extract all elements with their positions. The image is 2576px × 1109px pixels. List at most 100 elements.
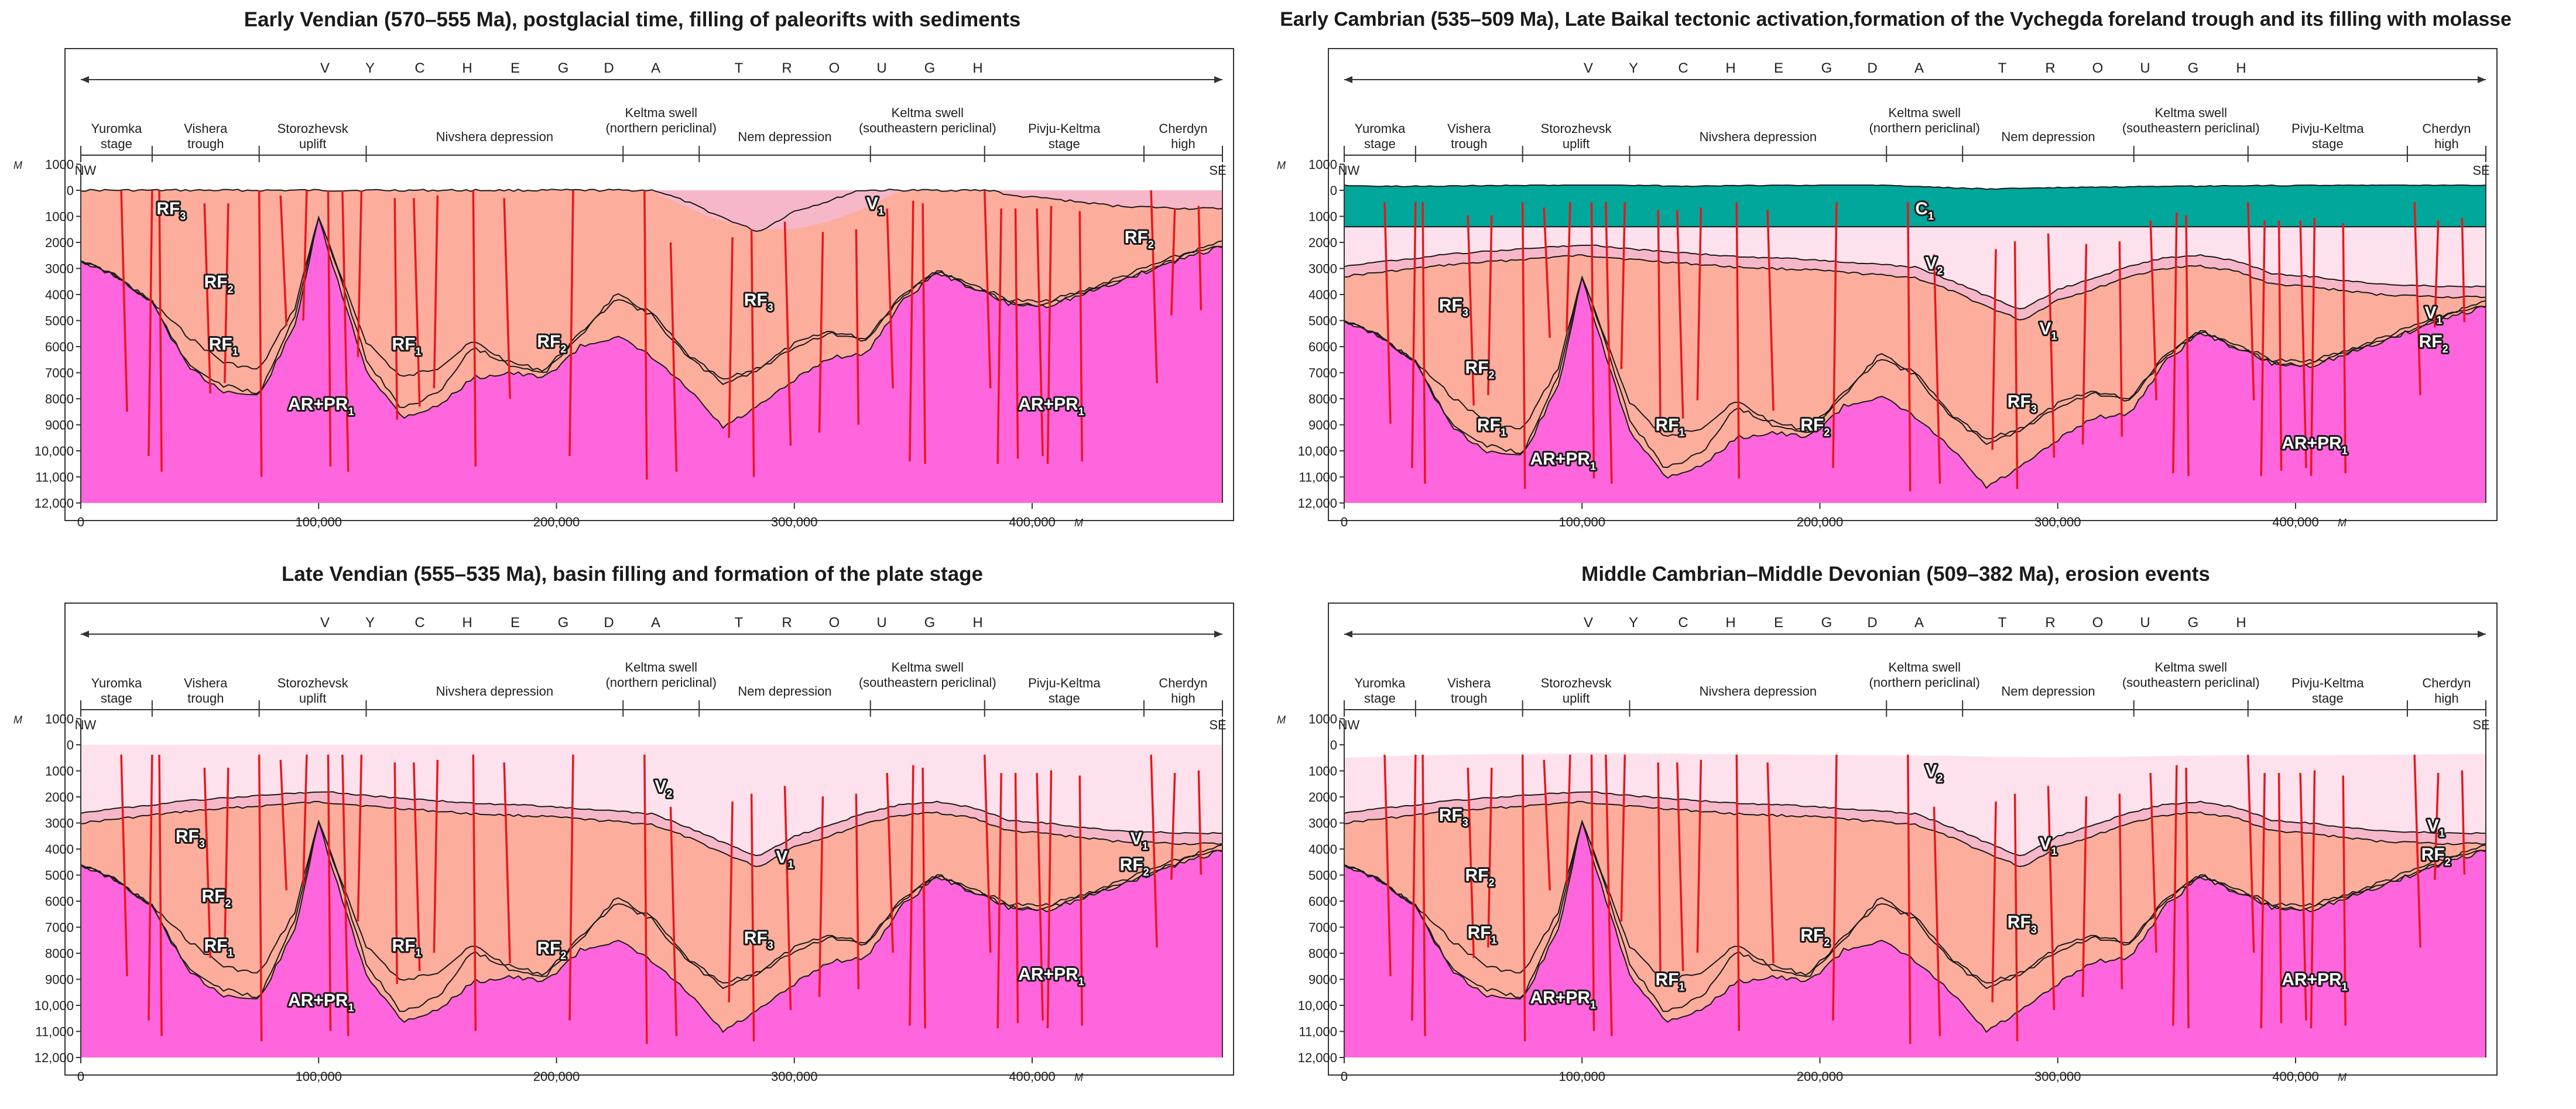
fault-line: [922, 203, 926, 464]
x-tick-label: 300,000: [771, 515, 818, 529]
nw-label: NW: [1338, 717, 1360, 732]
trough-letter: G: [924, 60, 936, 76]
section-graphic: 1000 0 1000 2000 3000 4000 5000 6000 7000 8000 900…: [13, 615, 1227, 1084]
v1-layer: [81, 190, 1222, 231]
structure-name-line2: (northern periclinal): [1869, 675, 1980, 690]
structure-name: Keltma swell: [2155, 660, 2227, 675]
fault-line: [1487, 215, 1493, 395]
rf3-top-line: [1344, 800, 2486, 867]
fault-line: [1383, 202, 1392, 424]
fault-line: [909, 765, 914, 1026]
trough-letter: O: [829, 60, 840, 76]
nw-label: NW: [1338, 163, 1360, 177]
unit-label-rf3: RF3: [156, 199, 186, 222]
depth-tick-label: 1000: [1308, 210, 1337, 224]
structure-name: Nem depression: [738, 684, 831, 699]
x-tick-label: 0: [1341, 1069, 1348, 1084]
fault-line: [1620, 202, 1626, 369]
fault-line: [158, 190, 163, 472]
fault-line: [1620, 754, 1626, 922]
fault-line: [1766, 762, 1775, 963]
unit-label-v2: V2: [1925, 762, 1943, 785]
fault-line: [1467, 215, 1475, 406]
depth-tick-label: 1000: [45, 158, 74, 172]
fault-line: [302, 754, 308, 885]
fault-line: [1933, 806, 1941, 1036]
trough-letter: H: [2236, 60, 2246, 76]
fault-line: [413, 762, 421, 971]
fault-line: [341, 190, 350, 472]
structure-name: Nem depression: [738, 129, 831, 144]
fault-line: [2310, 218, 2316, 476]
fault-line: [2434, 773, 2440, 880]
structure-name: Vishera: [184, 676, 228, 690]
trough-letter: E: [1774, 615, 1783, 631]
trough-letter: H: [972, 615, 982, 631]
trough-letter: U: [2140, 60, 2150, 76]
fault-line: [1832, 754, 1838, 1021]
depth-tick-label: 9000: [45, 418, 74, 433]
trough-arrow-right-head: [1214, 76, 1222, 83]
fault-line: [1036, 773, 1044, 1021]
v1-layer: [81, 792, 1222, 867]
fault-line: [433, 759, 439, 953]
rf2-top-line: [80, 215, 1223, 429]
panel-title: Early Vendian (570–555 Ma), postglacial …: [244, 8, 1021, 31]
structure-name-line2: trough: [187, 691, 224, 706]
cross-section: 1000 0 1000 2000 3000 4000 5000 6000 7000 8000 900…: [1277, 60, 2490, 529]
depth-tick-label: 1000: [1308, 158, 1337, 172]
depth-tick-label: 10,000: [35, 444, 74, 458]
trough-letter: C: [415, 60, 424, 76]
fault-line: [2277, 220, 2283, 471]
trough-letter: G: [2188, 60, 2199, 76]
fault-line: [783, 786, 792, 1011]
fault-line: [2247, 202, 2255, 401]
fault-line: [855, 793, 860, 990]
se-label: SE: [2472, 717, 2489, 732]
fault-line: [1411, 754, 1417, 1021]
structure-name: Keltma swell: [892, 660, 964, 675]
unit-label-v1: V1: [1131, 829, 1148, 852]
depth-tick-label: 5000: [1308, 868, 1337, 883]
trough-letter: D: [604, 615, 614, 631]
fault-line: [258, 190, 263, 477]
depth-tick-label: 10,000: [35, 998, 74, 1013]
fault-line: [1014, 773, 1019, 1024]
trough-letter: Y: [1629, 615, 1638, 631]
trough-arrow-left-head: [1344, 76, 1352, 83]
trough-letter: T: [735, 615, 744, 631]
panel-middle-cambrian-devonian: Middle Cambrian–Middle Devonian (509–382…: [1263, 554, 2528, 1109]
unit-label-rf1: RF1: [1656, 416, 1685, 439]
depth-tick-label: 0: [67, 183, 74, 198]
nw-label: NW: [75, 163, 97, 177]
structure-name: Storozhevsk: [278, 676, 349, 690]
unit-label-rf3: RF3: [744, 290, 773, 313]
fault-line: [2260, 773, 2266, 1029]
fault-line: [327, 754, 332, 1031]
section-graphic: 1000 0 1000 2000 3000 4000 5000 6000 7000 8000 900…: [13, 60, 1227, 529]
trough-letter: G: [558, 60, 569, 76]
trough-letter: U: [2140, 615, 2150, 631]
trough-arrow-left-head: [81, 631, 89, 638]
depth-tick-label: 0: [67, 738, 74, 752]
structure-name: Cherdyn: [1159, 121, 1207, 136]
fault-line: [728, 801, 734, 1002]
fault-line: [203, 203, 211, 394]
structure-name: Pivju-Keltma: [2291, 676, 2364, 690]
depth-tick-label: 7000: [45, 366, 74, 381]
structure-name-line2: uplift: [299, 691, 326, 706]
fault-line: [783, 221, 792, 446]
unit-label-rf2: RF2: [537, 939, 566, 961]
unit-label-rf3: RF3: [176, 827, 205, 850]
depth-tick-label: 7000: [45, 920, 74, 935]
fault-line: [148, 190, 153, 456]
unit-label-ar: AR+PR1: [1018, 965, 1084, 988]
fault-line: [984, 190, 992, 389]
fault-line: [1933, 254, 1941, 484]
trough-letter: U: [876, 60, 886, 76]
structure-name-line2: (southeastern periclinal): [2122, 121, 2260, 135]
fault-line: [750, 793, 755, 1042]
depth-tick-label: 9000: [1308, 418, 1337, 433]
depth-tick-label: 10,000: [1298, 444, 1337, 458]
depth-tick-label: 12,000: [35, 1050, 74, 1065]
